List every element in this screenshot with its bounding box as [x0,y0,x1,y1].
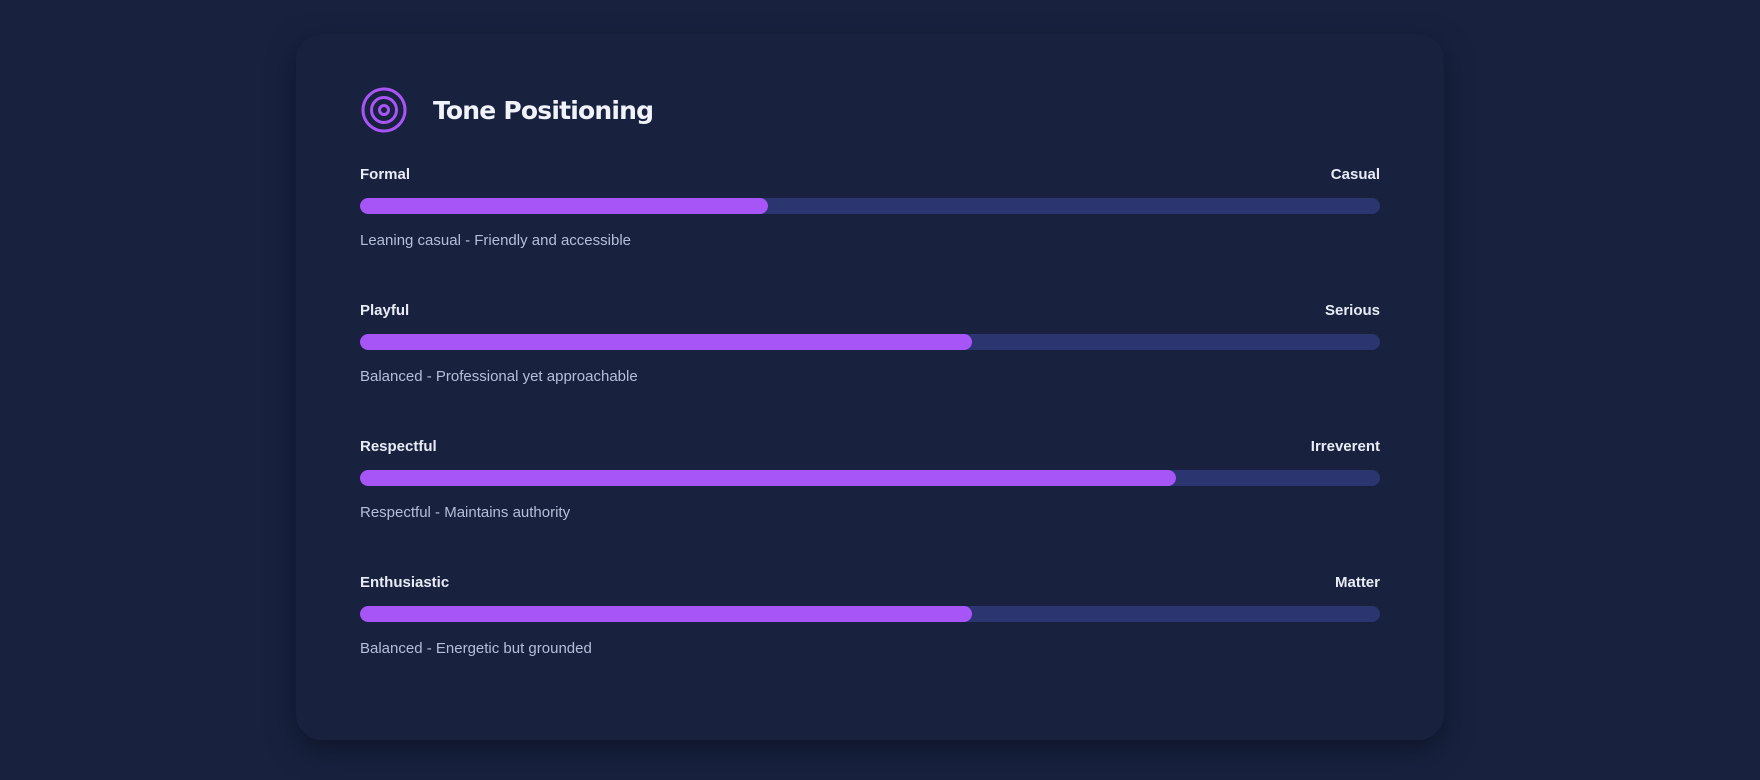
scale-left-label: Formal [360,166,411,183]
scale-fill [360,198,768,214]
scale-right-label: Matter [1334,574,1380,591]
scale-description: Balanced - Energetic but grounded [360,640,592,657]
scale-track [360,470,1380,486]
scale-fill [360,606,972,622]
scale-left-label: Enthusiastic [360,574,450,591]
tone-scale-enthusiastic-matter: Enthusiastic Matter Balanced - Energetic… [360,572,1380,708]
scale-description: Respectful - Maintains authority [360,504,571,521]
tone-scale-respectful-irreverent: Respectful Irreverent Respectful - Maint… [360,436,1380,572]
scale-left-label: Respectful [360,438,437,455]
tone-scale-formal-casual: Formal Casual Leaning casual - Friendly … [360,164,1380,300]
card-title: Tone Positioning [433,95,654,125]
tone-scales: Formal Casual Leaning casual - Friendly … [360,164,1380,708]
scale-track [360,334,1380,350]
scale-track [360,606,1380,622]
tone-positioning-card: Tone Positioning Formal Casual Leaning c… [296,34,1444,740]
scale-right-label: Serious [1324,302,1380,319]
scale-description: Leaning casual - Friendly and accessible [360,232,631,249]
scale-right-label: Irreverent [1310,438,1380,455]
scale-track [360,198,1380,214]
tone-scale-playful-serious: Playful Serious Balanced - Professional … [360,300,1380,436]
target-icon [360,86,408,134]
scale-fill [360,334,972,350]
card-header: Tone Positioning [360,86,1380,134]
scale-left-label: Playful [360,302,410,319]
scale-fill [360,470,1176,486]
scale-description: Balanced - Professional yet approachable [360,368,638,385]
scale-right-label: Casual [1330,166,1380,183]
